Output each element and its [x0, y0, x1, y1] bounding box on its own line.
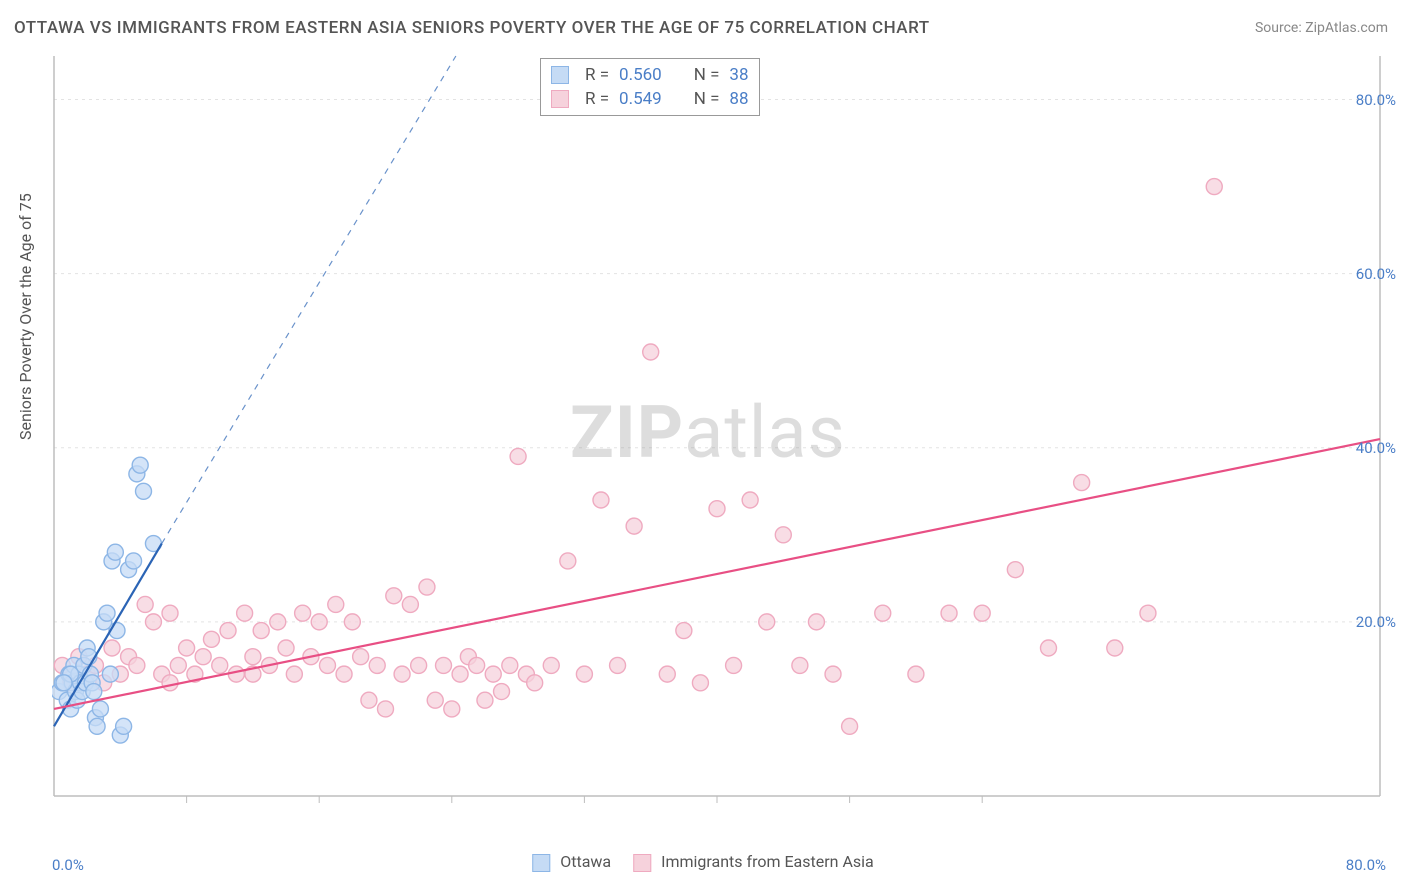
- stats-legend: R = 0.560 N = 38 R = 0.549 N = 88: [540, 58, 760, 116]
- legend-swatch-immigrants: [633, 854, 651, 872]
- stats-n-value-immigrants: 88: [729, 89, 748, 109]
- stats-n-value-ottawa: 38: [729, 65, 748, 85]
- stats-swatch-immigrants: [551, 90, 569, 108]
- legend-item-ottawa: Ottawa: [532, 852, 611, 872]
- chart-area: [52, 54, 1382, 814]
- legend-label-immigrants: Immigrants from Eastern Asia: [661, 852, 874, 871]
- y-tick-label: 80.0%: [1356, 91, 1396, 109]
- legend-item-immigrants: Immigrants from Eastern Asia: [633, 852, 874, 872]
- stats-n-label: N =: [694, 89, 720, 109]
- stats-r-label: R =: [585, 89, 609, 109]
- legend-label-ottawa: Ottawa: [560, 852, 611, 871]
- stats-row-immigrants: R = 0.549 N = 88: [551, 87, 749, 111]
- y-tick-label: 20.0%: [1356, 613, 1396, 631]
- stats-swatch-ottawa: [551, 66, 569, 84]
- scatter-plot-svg: [52, 54, 1382, 814]
- y-tick-label: 40.0%: [1356, 439, 1396, 457]
- stats-r-value-ottawa: 0.560: [619, 65, 662, 85]
- stats-n-label: N =: [694, 65, 720, 85]
- chart-title: OTTAWA VS IMMIGRANTS FROM EASTERN ASIA S…: [14, 18, 930, 38]
- y-axis-label: Seniors Poverty Over the Age of 75: [16, 193, 35, 440]
- stats-r-label: R =: [585, 65, 609, 85]
- y-tick-label: 60.0%: [1356, 265, 1396, 283]
- stats-row-ottawa: R = 0.560 N = 38: [551, 63, 749, 87]
- x-tick-min: 0.0%: [52, 856, 84, 874]
- legend-swatch-ottawa: [532, 854, 550, 872]
- bottom-legend: Ottawa Immigrants from Eastern Asia: [532, 852, 873, 872]
- stats-r-value-immigrants: 0.549: [619, 89, 662, 109]
- source-label: Source: ZipAtlas.com: [1255, 20, 1388, 36]
- x-tick-max: 80.0%: [1346, 856, 1386, 874]
